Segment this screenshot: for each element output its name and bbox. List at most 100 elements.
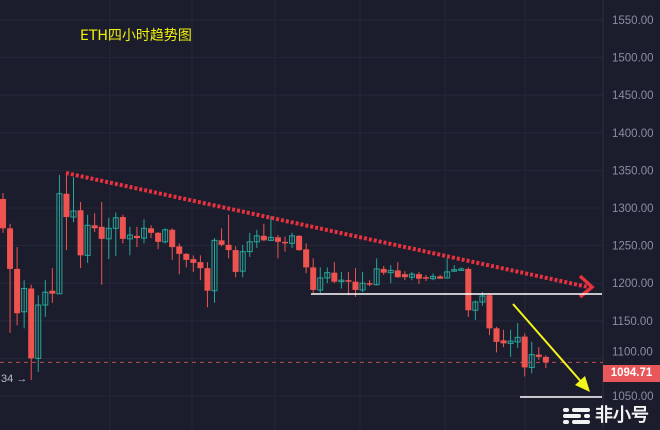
y-tick-label: 1250.00 [612, 241, 654, 253]
candle-body-up [35, 304, 42, 359]
candle-body-down [225, 244, 232, 251]
candle-body-down [77, 210, 84, 256]
candle-body-up [444, 271, 451, 279]
candle-body-down [176, 246, 183, 254]
candle-body-down [331, 272, 338, 282]
candle-body-up [239, 251, 246, 272]
candle-body-down [401, 274, 408, 278]
candle-body-up [507, 340, 514, 344]
y-tick-label: 1200.00 [612, 278, 654, 290]
candle-body-up [112, 217, 119, 229]
candle-body-down [282, 241, 288, 244]
candle-body-down [493, 328, 500, 342]
candle-body-up [458, 268, 465, 271]
candle-body-up [211, 239, 218, 292]
watermark: 非小号 [563, 406, 649, 426]
candle-body-up [373, 268, 380, 286]
candle-body-down [49, 290, 56, 294]
y-tick-label: 1350.00 [612, 165, 654, 177]
candle-body-down [500, 340, 507, 344]
candle-body-up [514, 336, 521, 343]
candle-body-down [521, 336, 528, 368]
y-tick-label: 1550.00 [612, 15, 654, 27]
candle-body-down [98, 226, 105, 239]
candle-body-down [423, 277, 429, 279]
candle-body-down [119, 217, 126, 239]
candle-body-down [190, 259, 197, 263]
candle-body-up [105, 227, 112, 240]
watermark-text: 非小号 [595, 405, 649, 426]
candle-body-up [84, 224, 91, 256]
watermark-logo-icon [563, 408, 590, 424]
candle-body-down [133, 235, 140, 239]
candle-body-up [430, 275, 437, 280]
down-arrowhead-icon [575, 376, 590, 392]
candle-body-up [472, 301, 479, 311]
candle-body-down [232, 250, 239, 272]
candle-body-down [345, 280, 352, 282]
candle-body-down [28, 288, 35, 359]
candle-body-up [479, 295, 486, 303]
y-tick-label: 1450.00 [612, 90, 654, 102]
candle-body-up [253, 235, 260, 243]
candle-body-up [162, 229, 169, 243]
candle-body-down [63, 193, 70, 218]
candle-body-up [387, 269, 394, 274]
candle-body-up [317, 277, 324, 291]
candle-body-up [246, 241, 253, 253]
last-price-tag: 1094.71 [603, 365, 660, 382]
y-tick-label: 1050.00 [612, 391, 654, 403]
y-tick-label: 1100.00 [612, 346, 653, 358]
candle-body-down [535, 354, 542, 357]
candle-body-down [183, 253, 190, 260]
candle-body-down [366, 283, 373, 285]
y-tick-label: 1500.00 [612, 53, 654, 65]
candle-body-down [352, 281, 359, 290]
candle-body-up [289, 235, 296, 244]
candle-body-up [267, 236, 274, 241]
low-price-label: .34 → [0, 373, 28, 385]
candle-body-up [451, 269, 458, 272]
candle-body-up [126, 234, 133, 240]
candle-body-up [42, 291, 49, 306]
candle-body-up [21, 287, 28, 313]
candle-body-down [437, 276, 444, 279]
chart-title: ETH四小时趋势图 [80, 28, 192, 44]
candle-body-down [310, 267, 317, 290]
candle-body-down [169, 229, 176, 248]
candle-body-down [0, 198, 6, 229]
candle-body-down [91, 225, 98, 229]
candle-body-down [148, 228, 155, 233]
y-tick-label: 1300.00 [612, 203, 654, 215]
y-tick-label: 1400.00 [612, 128, 654, 140]
candle-body-down [14, 268, 21, 314]
candle-body-up [141, 227, 147, 239]
candle-body-down [155, 232, 162, 242]
candle-body-down [394, 270, 401, 278]
candle-body-up [408, 273, 415, 278]
candle-body-down [218, 240, 225, 245]
candle-body-up [338, 279, 345, 283]
candle-body-down [380, 268, 387, 273]
descending-trendline [65, 171, 589, 289]
down-arrow-line [512, 303, 585, 386]
candle-body-up [359, 282, 366, 291]
candle-body-down [7, 228, 14, 269]
candle-body-down [465, 268, 472, 311]
candle-body-up [56, 193, 63, 295]
candle-body-down [303, 249, 310, 268]
candle-body-down [274, 237, 281, 242]
candle-body-down [542, 356, 549, 363]
candle-body-up [70, 210, 77, 218]
candle-body-down [197, 262, 204, 269]
candle-body-up [324, 272, 331, 279]
candle-body-down [415, 274, 422, 279]
candle-body-down [296, 235, 303, 251]
candle-body-down [486, 295, 493, 329]
candle-body-down [204, 268, 211, 291]
candle-body-down [260, 235, 267, 241]
y-tick-label: 1150.00 [612, 316, 653, 328]
candle-body-up [528, 354, 535, 368]
